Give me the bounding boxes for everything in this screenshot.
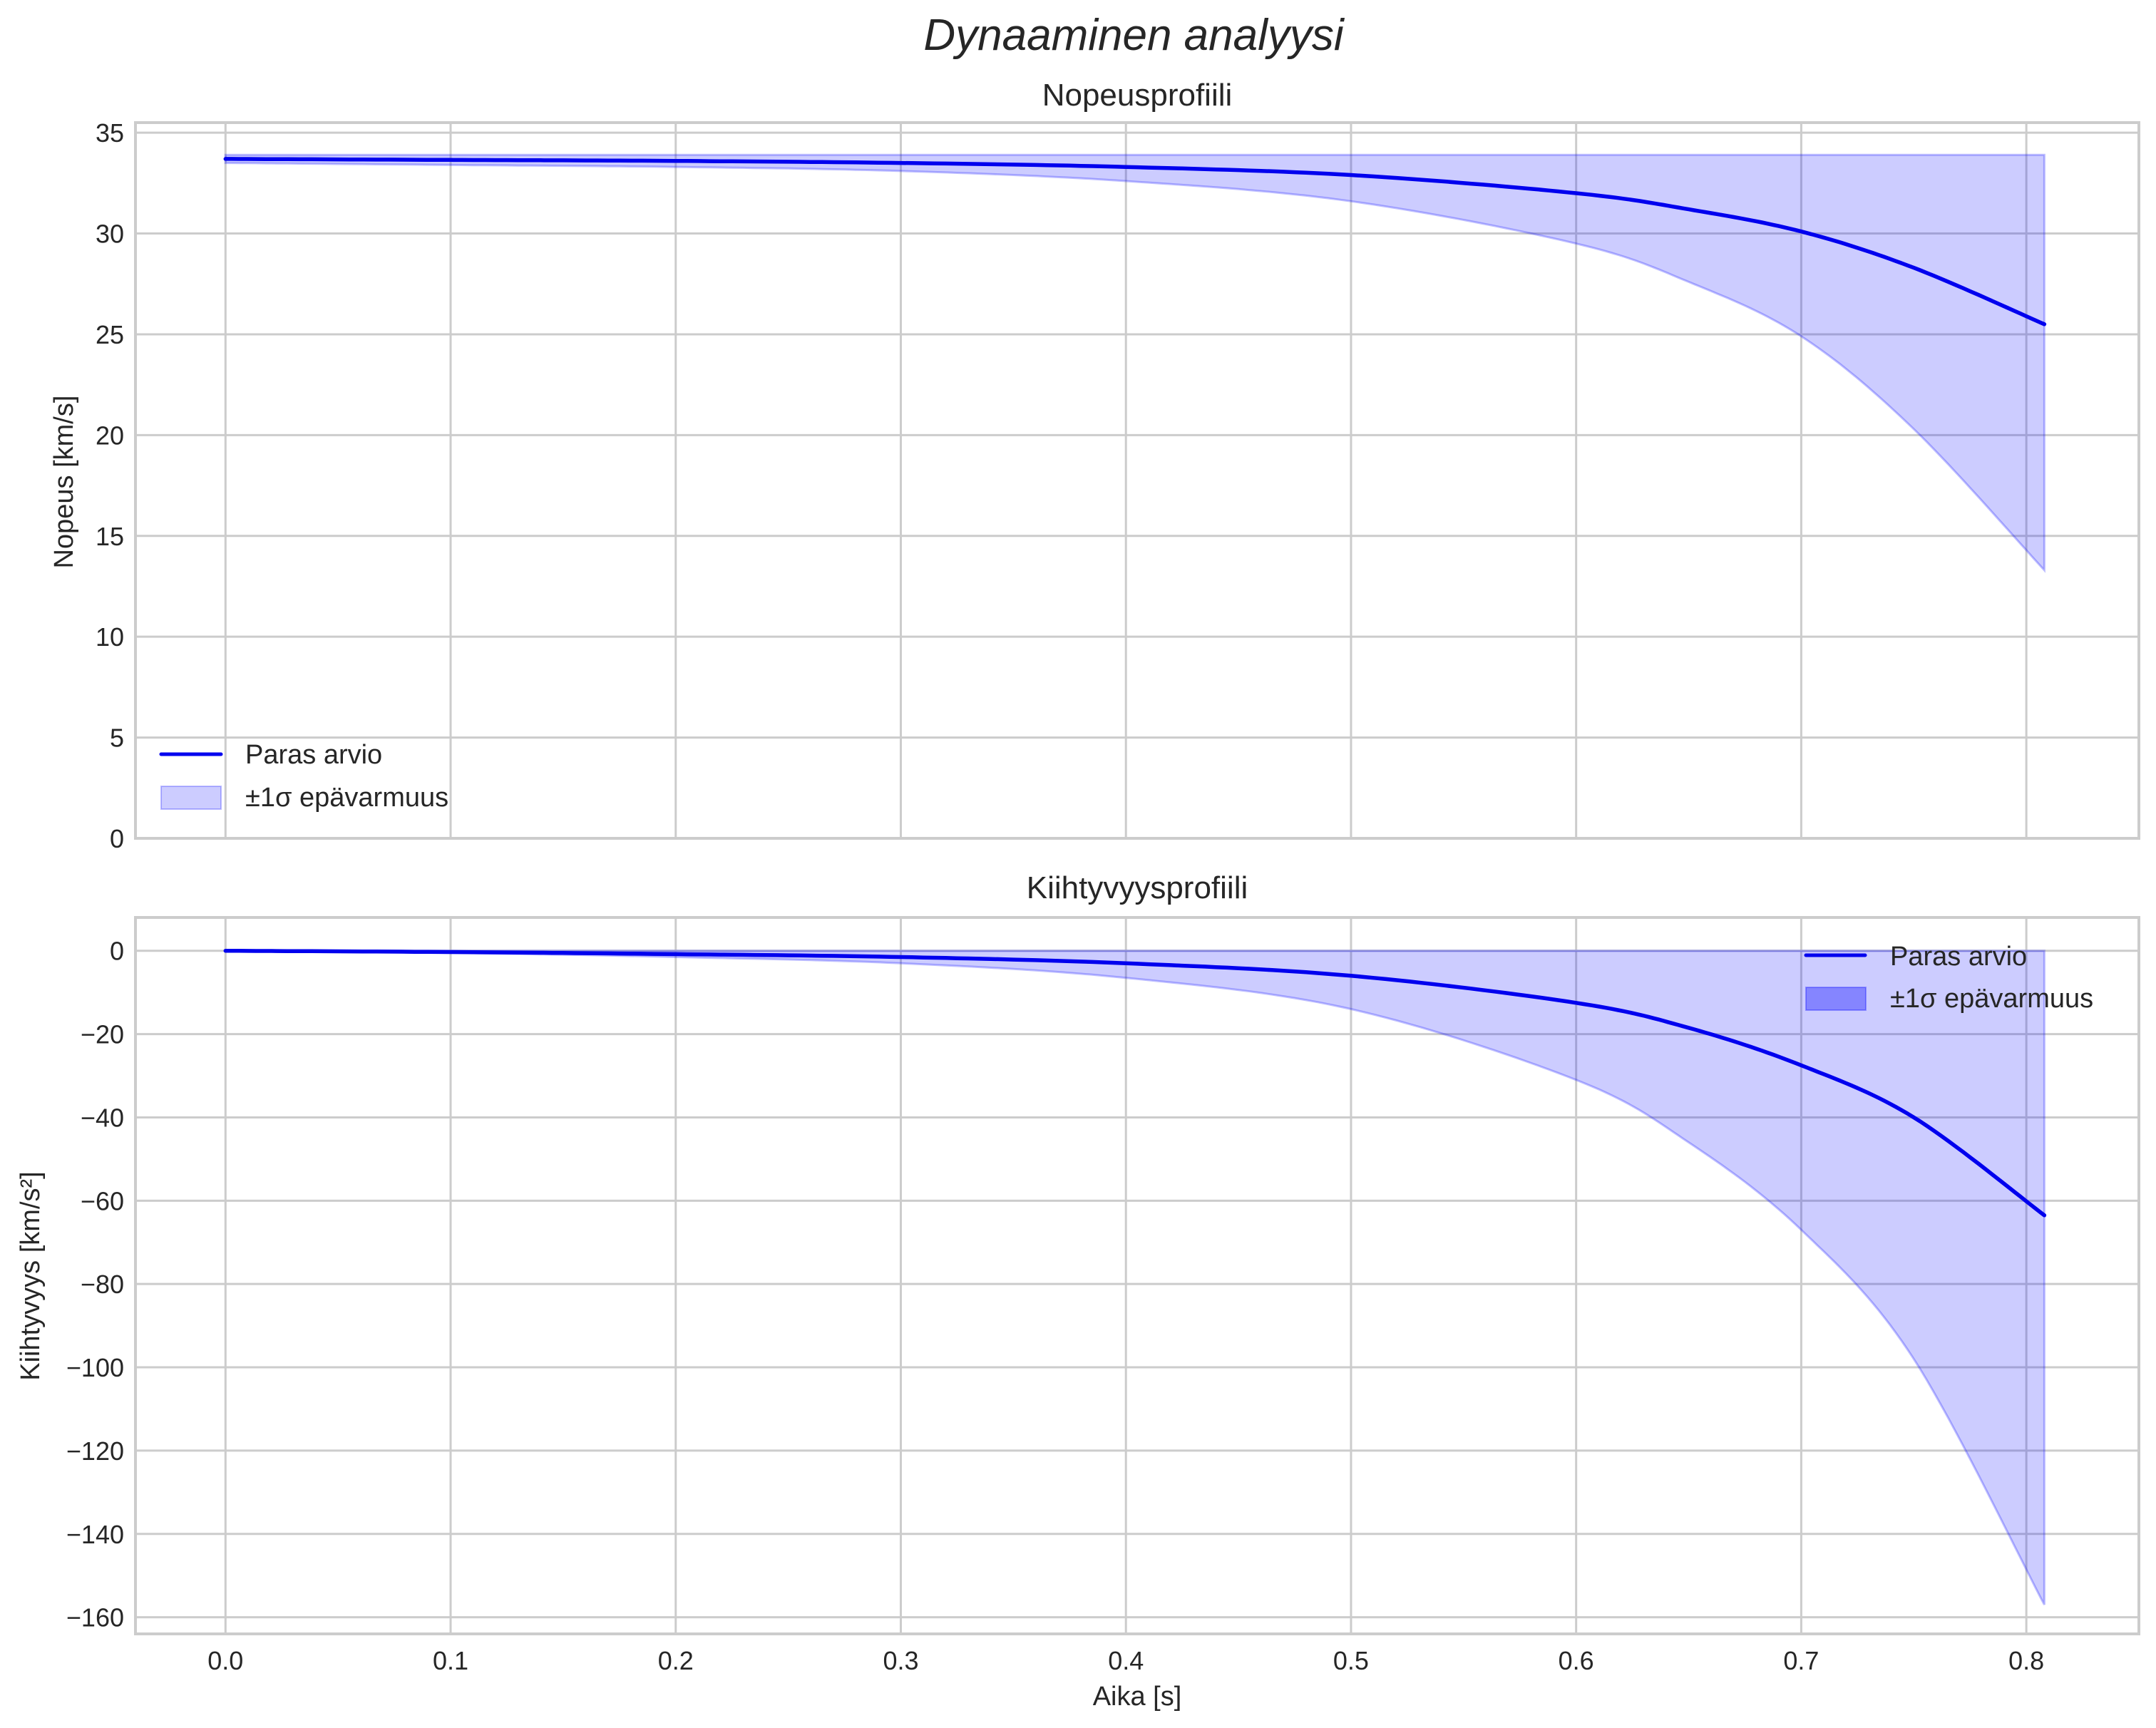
- acceleration-chart-title: Kiihtyvyysprofiili: [1027, 870, 1248, 905]
- y-tick-label: 35: [96, 118, 124, 148]
- x-axis-label: Aika [s]: [1093, 1682, 1182, 1712]
- y-tick-label: −160: [66, 1603, 124, 1632]
- axes-frame: [134, 916, 2140, 1635]
- velocity-chart: Nopeusprofiili 0 5 10 15 20 25 30 35 Nopeus [km…: [49, 78, 2140, 853]
- legend-label-uncertainty: ±1σ epävarmuus: [1890, 984, 2093, 1014]
- velocity-uncertainty-band: [224, 153, 2045, 573]
- velocity-legend: Paras arvio ±1σ epävarmuus: [159, 740, 448, 813]
- y-tick-label: −120: [66, 1436, 124, 1466]
- legend-label-uncertainty: ±1σ epävarmuus: [245, 783, 448, 813]
- y-tick-label: −60: [81, 1186, 124, 1215]
- x-tick-label: 0.7: [1783, 1646, 1819, 1675]
- y-tick-label: 25: [96, 320, 124, 349]
- acceleration-y-label: Kiihtyvyys [km/s²]: [16, 1171, 46, 1380]
- velocity-y-ticks: 0 5 10 15 20 25 30 35: [96, 118, 124, 853]
- y-tick-label: 30: [96, 220, 124, 249]
- y-tick-label: 0: [110, 824, 124, 853]
- uncertainty-band: [225, 950, 2045, 1605]
- x-tick-label: 0.2: [658, 1646, 694, 1675]
- y-tick-label: 5: [110, 724, 124, 753]
- acceleration-legend: Paras arvio ±1σ epävarmuus: [1804, 942, 2093, 1014]
- legend-band-swatch: [160, 786, 222, 810]
- x-tick-label: 0.5: [1333, 1646, 1369, 1675]
- x-tick-label: 0.4: [1108, 1646, 1144, 1675]
- y-tick-label: 10: [96, 622, 124, 652]
- best-estimate-line: [223, 157, 2047, 326]
- x-tick-label: 0.3: [883, 1646, 918, 1675]
- acceleration-best-estimate-line: [223, 948, 2047, 1218]
- y-tick-label: −20: [81, 1020, 124, 1049]
- y-tick-label: −100: [66, 1353, 124, 1382]
- legend-label-best: Paras arvio: [1890, 942, 2027, 972]
- y-tick-label: 20: [96, 421, 124, 450]
- figure-title: Dynaaminen analyysi: [923, 11, 1345, 60]
- y-tick-label: 0: [110, 937, 124, 966]
- best-estimate-line: [223, 948, 2047, 1218]
- acceleration-grid: [134, 916, 2140, 1635]
- y-tick-label: −140: [66, 1520, 124, 1549]
- velocity-grid: [134, 121, 2140, 840]
- legend-band-swatch: [1805, 987, 1867, 1011]
- x-tick-label: 0.8: [2008, 1646, 2044, 1675]
- y-tick-label: −80: [81, 1270, 124, 1299]
- velocity-chart-title: Nopeusprofiili: [1042, 78, 1233, 113]
- y-tick-label: −40: [81, 1103, 124, 1132]
- uncertainty-band: [224, 153, 2045, 573]
- acceleration-x-ticks: 0.0 0.1 0.2 0.3 0.4 0.5 0.6 0.7 0.8: [207, 1646, 2044, 1675]
- x-tick-label: 0.1: [433, 1646, 468, 1675]
- acceleration-y-ticks: 0 −20 −40 −60 −80 −100 −120 −140 −160: [66, 937, 124, 1632]
- legend-label-best: Paras arvio: [245, 740, 382, 770]
- x-tick-label: 0.6: [1559, 1646, 1594, 1675]
- y-tick-label: 15: [96, 522, 124, 551]
- velocity-y-label: Nopeus [km/s]: [49, 396, 79, 569]
- acceleration-chart: Kiihtyvyysprofiili 0 −20 −40 −60 −80 −100 −120…: [16, 870, 2140, 1712]
- velocity-best-estimate-line: [223, 157, 2047, 326]
- x-tick-label: 0.0: [207, 1646, 243, 1675]
- acceleration-uncertainty-band: [225, 950, 2045, 1605]
